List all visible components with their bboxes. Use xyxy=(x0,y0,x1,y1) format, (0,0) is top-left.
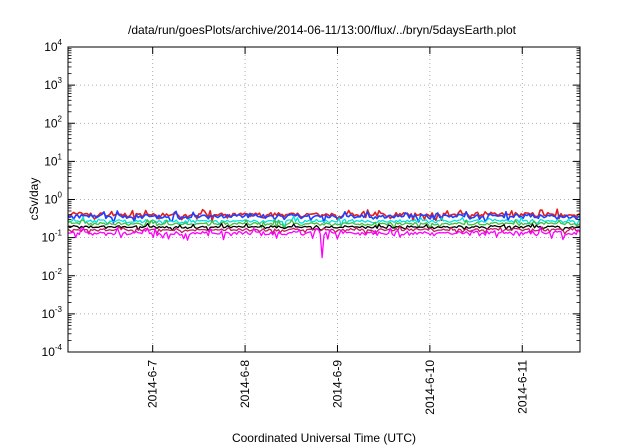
grid xyxy=(68,47,580,352)
x-tick-labels: 2014-6-7 2014-6-8 2014-6-9 2014-6-10 2014-6-… xyxy=(146,360,530,415)
x-tick-label: 2014-6-11 xyxy=(515,360,529,414)
y-tick-label: 100 xyxy=(44,191,62,207)
series-line xyxy=(67,226,581,259)
y-tick-label: 101 xyxy=(44,152,62,168)
y-tick-label: 102 xyxy=(44,114,62,130)
x-tick-label: 2014-6-8 xyxy=(238,360,252,408)
y-tick-label: 104 xyxy=(44,38,62,54)
y-tick-label: 10-2 xyxy=(42,267,63,283)
y-tick-label: 103 xyxy=(44,76,62,92)
series-line xyxy=(67,215,581,228)
axis-ticks xyxy=(68,46,580,353)
x-tick-label: 2014-6-7 xyxy=(146,360,160,408)
y-tick-label: 10-4 xyxy=(42,343,63,359)
series-group xyxy=(67,208,581,259)
y-axis-label: cSv/day xyxy=(27,178,41,221)
x-tick-label: 2014-6-10 xyxy=(423,360,437,415)
series-line xyxy=(67,208,581,222)
y-tick-label: 10-3 xyxy=(42,305,63,321)
y-tick-labels: 10-4 10-3 10-2 10-1 100 101 102 103 104 xyxy=(42,38,63,359)
series-line xyxy=(67,225,581,235)
x-axis-label: Coordinated Universal Time (UTC) xyxy=(232,431,416,445)
chart-title: /data/run/goesPlots/archive/2014-06-11/1… xyxy=(128,23,517,37)
series-line xyxy=(67,219,581,230)
y-tick-label: 10-1 xyxy=(42,229,63,245)
x-tick-label: 2014-6-9 xyxy=(330,360,344,408)
